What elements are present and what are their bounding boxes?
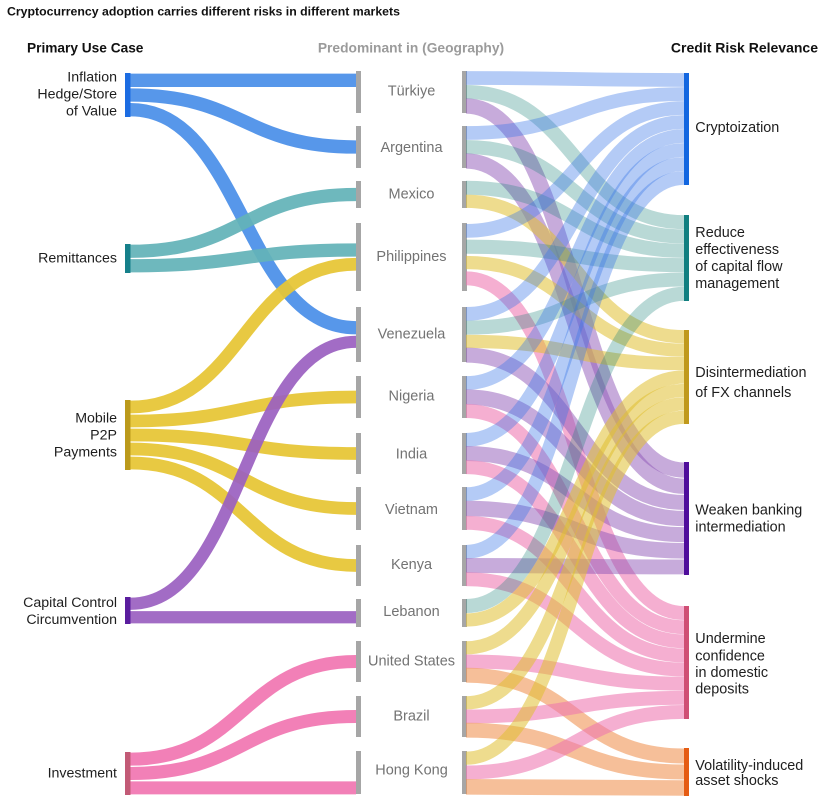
svg-text:Cryptocurrency adoption carrie: Cryptocurrency adoption carries differen…	[7, 4, 400, 18]
svg-text:Undermine: Undermine	[695, 631, 765, 647]
svg-text:Argentina: Argentina	[380, 140, 443, 156]
svg-text:Vietnam: Vietnam	[385, 502, 438, 518]
svg-text:Weaken banking: Weaken banking	[695, 502, 802, 518]
svg-text:Payments: Payments	[54, 444, 117, 460]
svg-text:Türkiye: Türkiye	[388, 84, 436, 100]
svg-text:of Value: of Value	[66, 104, 117, 120]
svg-text:deposits: deposits	[695, 682, 749, 698]
svg-text:Capital Control: Capital Control	[23, 595, 117, 611]
svg-text:Cryptoization: Cryptoization	[695, 120, 779, 136]
svg-text:Primary Use Case: Primary Use Case	[27, 41, 144, 56]
svg-text:Mobile: Mobile	[75, 410, 117, 426]
svg-text:India: India	[396, 446, 428, 462]
svg-text:Philippines: Philippines	[376, 249, 446, 265]
svg-text:Hong Kong: Hong Kong	[375, 763, 448, 779]
svg-text:Reduce: Reduce	[695, 225, 745, 241]
svg-text:Disintermediation: Disintermediation	[695, 365, 806, 381]
svg-text:of capital flow: of capital flow	[695, 259, 783, 275]
svg-text:Kenya: Kenya	[391, 557, 433, 573]
svg-text:P2P: P2P	[90, 427, 117, 443]
svg-text:Volatility-induced: Volatility-induced	[695, 758, 803, 774]
svg-text:Circumvention: Circumvention	[26, 612, 117, 628]
svg-text:Investment: Investment	[48, 765, 117, 781]
svg-text:in domestic: in domestic	[695, 665, 768, 681]
svg-text:of FX channels: of FX channels	[695, 385, 791, 401]
svg-text:Nigeria: Nigeria	[389, 389, 436, 405]
svg-text:confidence: confidence	[695, 648, 765, 664]
svg-text:United States: United States	[368, 653, 455, 669]
svg-text:Lebanon: Lebanon	[383, 604, 439, 620]
svg-text:Brazil: Brazil	[393, 708, 429, 724]
svg-text:Mexico: Mexico	[389, 186, 435, 202]
svg-text:Inflation: Inflation	[67, 70, 117, 86]
svg-text:Remittances: Remittances	[38, 251, 117, 267]
svg-text:intermediation: intermediation	[695, 519, 785, 535]
svg-text:Credit Risk Relevance: Credit Risk Relevance	[671, 40, 818, 56]
svg-text:management: management	[695, 276, 779, 292]
svg-text:Venezuela: Venezuela	[378, 327, 447, 343]
svg-text:effectiveness: effectiveness	[695, 242, 779, 258]
svg-text:Hedge/Store: Hedge/Store	[37, 87, 117, 103]
svg-text:asset shocks: asset shocks	[695, 773, 778, 789]
svg-text:Predominant in (Geography): Predominant in (Geography)	[318, 41, 504, 56]
